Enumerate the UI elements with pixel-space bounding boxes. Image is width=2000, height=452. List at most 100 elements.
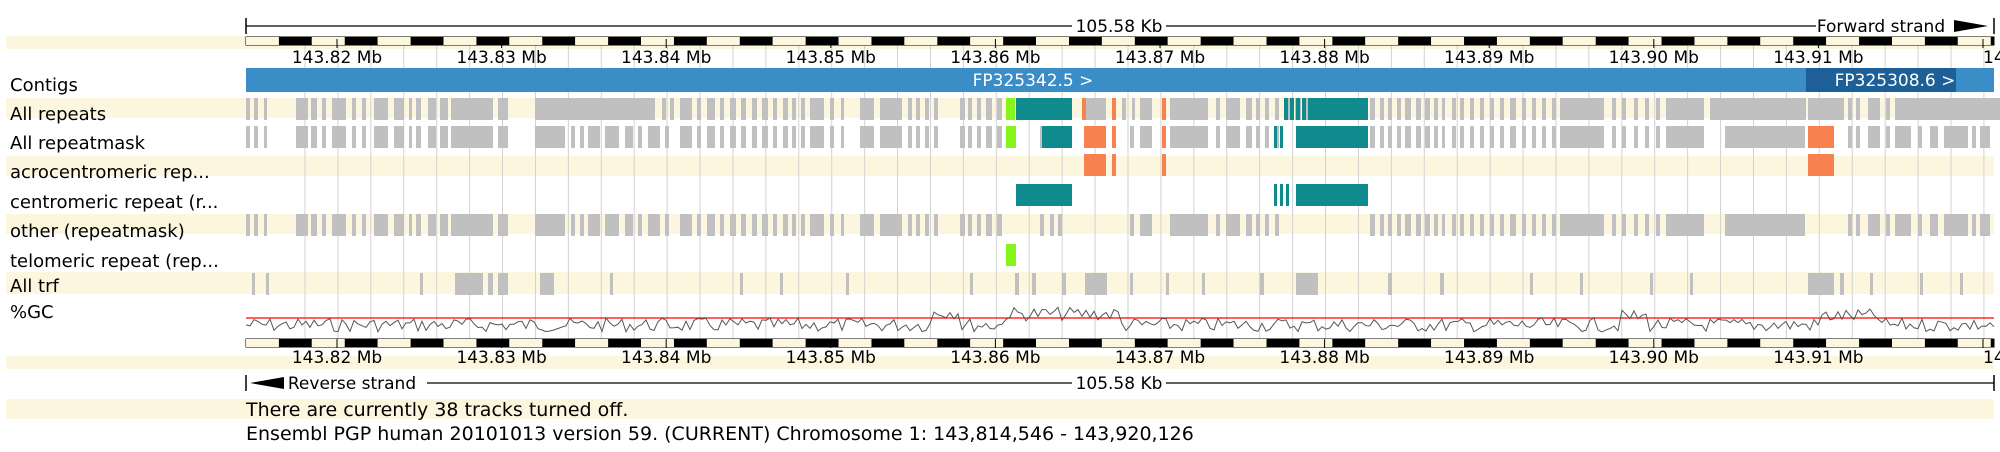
repeat-feature <box>762 98 768 120</box>
repeat-feature <box>762 214 768 236</box>
scale-segment <box>1529 339 1563 347</box>
repeat-feature <box>916 126 920 148</box>
repeat-feature <box>535 126 565 148</box>
repeat-feature <box>1006 126 1016 148</box>
repeat-feature <box>1612 126 1616 148</box>
repeat-feature <box>1542 98 1546 120</box>
tick-label: 143.82 Mb <box>292 48 382 68</box>
repeat-feature <box>741 98 746 120</box>
repeat-feature <box>908 126 912 148</box>
repeat-feature <box>254 98 258 120</box>
repeat-feature <box>1006 98 1011 120</box>
repeat-feature <box>1434 214 1438 236</box>
repeat-feature <box>880 214 902 236</box>
scale-segment <box>739 37 773 45</box>
scale-segment <box>1069 37 1102 45</box>
tracks-off-notice: There are currently 38 tracks turned off… <box>246 399 629 421</box>
repeat-feature <box>707 214 715 236</box>
repeat-feature <box>977 98 981 120</box>
repeat-feature <box>362 214 366 236</box>
repeat-feature <box>792 98 796 120</box>
repeat-feature <box>571 126 575 148</box>
repeat-feature <box>409 214 412 236</box>
scale-segment <box>1266 37 1300 45</box>
scale-segment <box>1431 339 1465 347</box>
track-label-other-repeatmask: other (repeatmask) <box>10 221 185 242</box>
contig-track[interactable]: FP325342.5 > FP325308.6 > <box>246 68 1994 92</box>
tick-label: 143.90 Mb <box>1609 348 1699 368</box>
scale-segment <box>1003 339 1037 347</box>
repeat-feature <box>1522 98 1526 120</box>
repeat-feature <box>1895 214 1911 236</box>
repeat-feature <box>332 98 346 120</box>
repeat-feature <box>322 214 326 236</box>
repeat-feature <box>1868 214 1880 236</box>
repeat-feature <box>846 273 849 295</box>
band-stripe <box>6 399 1994 419</box>
repeat-feature <box>1290 98 1294 120</box>
repeat-feature <box>1050 214 1054 236</box>
repeat-feature <box>1112 126 1116 148</box>
scale-segment <box>1727 339 1761 347</box>
scale-segment <box>1266 339 1300 347</box>
repeat-feature <box>1012 98 1015 120</box>
scale-segment <box>1990 339 1994 347</box>
repeat-feature <box>670 98 674 120</box>
repeat-feature <box>697 126 701 148</box>
repeat-feature <box>1305 98 1309 120</box>
repeat-feature <box>1808 126 1834 148</box>
scale-segment <box>246 37 279 45</box>
repeat-feature <box>1710 98 1806 120</box>
repeat-feature <box>810 214 824 236</box>
scale-segment <box>1200 339 1234 347</box>
repeat-feature <box>322 126 326 148</box>
contig-label[interactable]: FP325308.6 > <box>1835 71 1956 91</box>
contig-block[interactable] <box>246 68 1806 92</box>
repeat-feature <box>1918 126 1922 148</box>
repeat-feature <box>1510 98 1516 120</box>
repeat-feature <box>977 126 981 148</box>
repeat-feature <box>416 214 421 236</box>
repeat-feature <box>1650 273 1653 295</box>
repeat-feature <box>374 126 388 148</box>
repeat-feature <box>1302 98 1306 120</box>
bottom-tick-labels: 143.82 Mb 143.83 Mb 143.84 Mb 143.85 Mb 143.… <box>292 339 2000 368</box>
repeat-feature <box>916 214 920 236</box>
repeat-feature <box>752 98 757 120</box>
scale-segment <box>1760 37 1794 45</box>
scale-segment <box>1431 37 1465 45</box>
repeat-feature <box>1256 98 1260 120</box>
repeat-feature <box>1370 214 1375 236</box>
track-label-gc: %GC <box>10 302 54 323</box>
repeat-feature <box>1856 126 1860 148</box>
repeat-feature <box>986 126 992 148</box>
repeat-feature <box>1140 214 1152 236</box>
repeat-feature <box>1032 273 1036 295</box>
scale-segment <box>1727 37 1761 45</box>
contig-label[interactable]: FP325342.5 > <box>973 71 1094 91</box>
repeat-feature <box>783 214 788 236</box>
repeat-feature <box>986 214 992 236</box>
repeat-feature <box>1808 98 1844 120</box>
repeat-feature <box>1490 126 1494 148</box>
scale-segment <box>1036 339 1069 347</box>
repeat-feature <box>1274 126 1277 148</box>
track-labels: Contigs All repeats All repeatmask acroc… <box>10 75 219 323</box>
repeat-feature <box>264 126 267 148</box>
track-label-acrocentromeric: acrocentromeric rep... <box>10 162 210 183</box>
scale-segment <box>1661 339 1695 347</box>
repeat-feature <box>1256 126 1260 148</box>
repeat-feature <box>1532 98 1536 120</box>
repeat-feature <box>1460 98 1464 120</box>
repeat-feature <box>296 98 308 120</box>
repeat-feature <box>783 98 788 120</box>
tick-label: 143.88 Mb <box>1279 348 1369 368</box>
scale-segment <box>1826 37 1860 45</box>
scale-segment <box>1826 339 1860 347</box>
contig-block[interactable] <box>1806 68 1956 92</box>
repeat-feature-tracks[interactable] <box>246 98 2000 295</box>
repeat-feature <box>1058 214 1062 236</box>
top-scale-bar <box>245 36 1995 46</box>
tick-label: 143.85 Mb <box>786 48 876 68</box>
